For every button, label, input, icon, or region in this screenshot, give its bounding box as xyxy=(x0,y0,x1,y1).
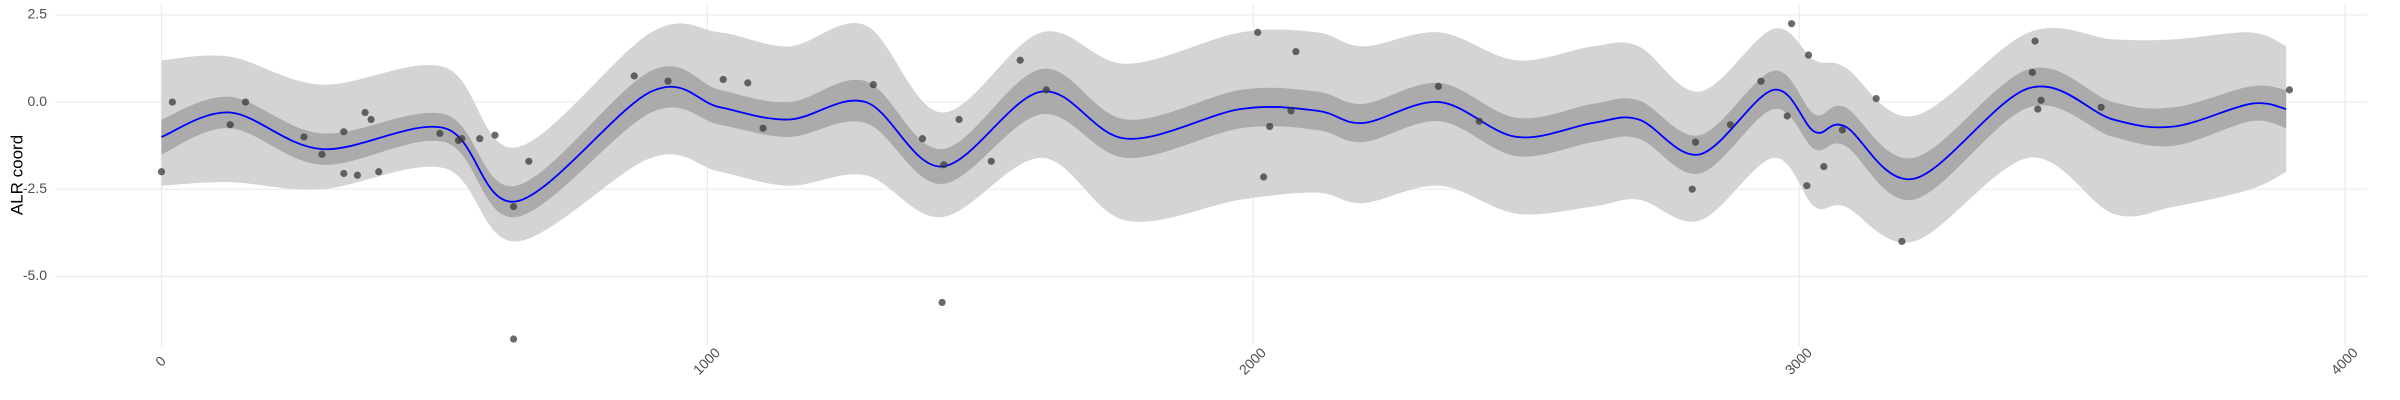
point xyxy=(744,79,752,87)
point xyxy=(759,124,767,132)
point xyxy=(491,131,499,139)
y-tick-label: 0.0 xyxy=(28,93,48,109)
point xyxy=(2034,105,2042,113)
point xyxy=(367,115,375,124)
point xyxy=(2031,37,2039,45)
point xyxy=(241,98,250,106)
point xyxy=(2037,96,2045,104)
point xyxy=(1898,237,1906,246)
point xyxy=(1266,122,1274,131)
y-tick-label: 2.5 xyxy=(28,6,48,22)
point xyxy=(987,157,995,165)
point xyxy=(340,128,348,136)
point xyxy=(918,135,927,143)
point xyxy=(300,133,308,141)
x-tick-label: 0 xyxy=(152,353,169,370)
point xyxy=(458,135,466,143)
x-tick-label: 2000 xyxy=(1236,344,1269,377)
point xyxy=(361,108,369,117)
point xyxy=(1803,182,1811,190)
point xyxy=(509,335,518,343)
point xyxy=(1691,138,1700,146)
point xyxy=(353,171,362,179)
point xyxy=(476,135,484,143)
point xyxy=(340,169,348,178)
x-tick-label: 3000 xyxy=(1782,344,1815,377)
point xyxy=(509,203,518,211)
point xyxy=(630,72,638,80)
point xyxy=(157,168,166,176)
x-tick-label: 4000 xyxy=(2328,344,2361,377)
point xyxy=(1757,77,1765,85)
mean-line xyxy=(161,85,2287,203)
point xyxy=(1292,47,1300,56)
point xyxy=(955,115,963,124)
point xyxy=(1783,112,1791,120)
point xyxy=(1287,107,1295,115)
point xyxy=(1434,82,1442,90)
point xyxy=(375,168,383,176)
y-tick-label: -2.5 xyxy=(23,180,47,196)
point xyxy=(940,161,948,169)
point xyxy=(1260,173,1268,181)
point xyxy=(318,150,326,158)
point xyxy=(1475,117,1483,125)
point xyxy=(1254,28,1262,36)
y-tick-label: -5.0 xyxy=(23,267,47,283)
point xyxy=(2285,86,2294,94)
point xyxy=(1688,185,1696,193)
point xyxy=(664,77,672,85)
point xyxy=(1016,56,1024,64)
point xyxy=(1820,162,1828,171)
point xyxy=(525,157,533,165)
point xyxy=(1787,20,1796,28)
point xyxy=(1804,51,1813,59)
point xyxy=(2028,68,2036,77)
point xyxy=(226,121,234,129)
point xyxy=(168,98,176,106)
point xyxy=(869,81,877,89)
point xyxy=(1838,126,1846,134)
x-tick-label: 1000 xyxy=(690,344,723,377)
point xyxy=(1726,121,1735,129)
point xyxy=(436,129,444,138)
point xyxy=(938,298,946,307)
point xyxy=(1872,94,1880,103)
point xyxy=(1042,86,1051,94)
y-axis-label: ALR coord xyxy=(7,135,26,215)
point xyxy=(2097,103,2105,111)
point xyxy=(719,75,727,84)
